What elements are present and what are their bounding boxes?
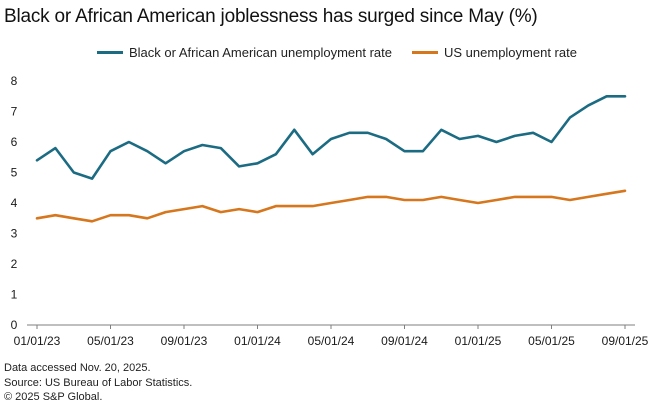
legend-item-black-rate: Black or African American unemployment r… (97, 45, 392, 60)
x-tick-label: 01/01/24 (234, 334, 281, 348)
x-tick-label: 05/01/24 (308, 334, 355, 348)
y-tick-label: 0 (11, 318, 18, 332)
x-tick-label: 09/01/24 (381, 334, 428, 348)
y-tick-label: 6 (11, 135, 18, 149)
legend-label-black-rate: Black or African American unemployment r… (129, 45, 393, 60)
footnote-copyright: © 2025 S&P Global. (4, 391, 103, 403)
x-tick-label: 01/01/23 (14, 334, 61, 348)
series-line-black-rate (35, 95, 627, 180)
x-tick-label: 09/01/23 (161, 334, 208, 348)
x-tick-label: 05/01/25 (528, 334, 575, 348)
x-tick-label: 09/01/25 (602, 334, 649, 348)
chart-legend: Black or African American unemployment r… (0, 45, 660, 65)
footnote-source: Source: US Bureau of Labor Statistics. (4, 376, 193, 389)
y-tick-label: 8 (11, 74, 18, 88)
legend-item-us-rate: US unemployment rate (412, 45, 577, 60)
y-tick-label: 2 (11, 257, 18, 271)
legend-label-us-rate: US unemployment rate (444, 45, 577, 60)
legend-swatch-us-rate (412, 51, 438, 54)
x-tick-label: 05/01/23 (87, 334, 134, 348)
series-line-us-rate (35, 189, 627, 223)
x-tick-label: 01/01/25 (455, 334, 502, 348)
y-tick-label: 1 (11, 288, 18, 302)
footnote-data-accessed: Data accessed Nov. 20, 2025. (4, 362, 151, 374)
y-tick-label: 7 (11, 105, 18, 119)
y-tick-label: 3 (11, 227, 18, 241)
line-chart: 0 1 2 3 4 5 6 7 8 01/01/23 05/01/23 09/01/23 01/01/2… (11, 74, 649, 348)
legend-swatch-black-rate (97, 51, 123, 54)
footnotes: Data accessed Nov. 20, 2025. Source: US … (4, 361, 192, 405)
y-tick-label: 5 (11, 166, 18, 180)
chart-title: Black or African American joblessness ha… (4, 6, 538, 27)
y-tick-label: 4 (11, 196, 18, 210)
